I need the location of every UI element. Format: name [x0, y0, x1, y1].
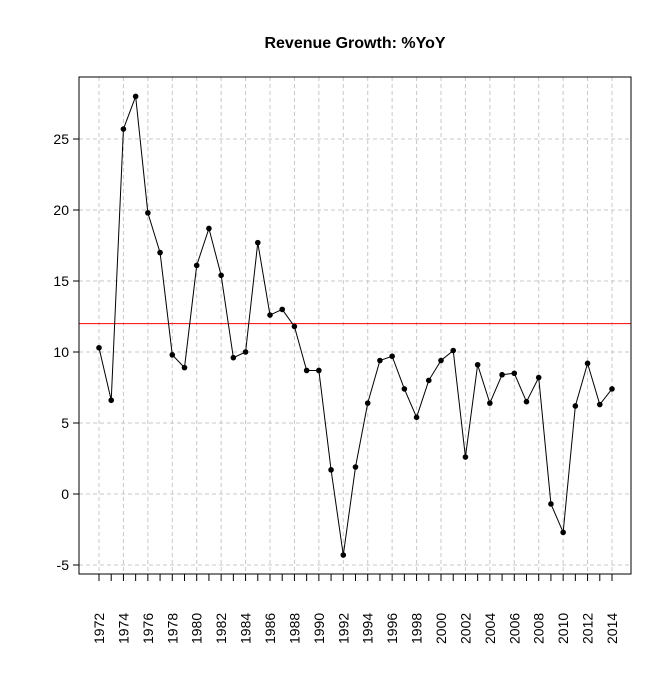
x-tick-label: 1972: [91, 613, 107, 644]
x-tick-label: 1996: [384, 613, 400, 644]
series-line: [98, 96, 613, 556]
data-point: [157, 249, 163, 256]
x-tick-label: 1980: [189, 613, 205, 644]
data-point: [462, 454, 469, 460]
y-tick-label: 10: [53, 344, 69, 360]
data-point: [389, 353, 395, 360]
data-point: [450, 347, 457, 354]
x-tick-label: 1984: [238, 613, 254, 644]
x-tick-label: 2010: [555, 613, 571, 644]
data-point: [193, 262, 200, 269]
data-point: [364, 400, 371, 406]
data-point: [291, 323, 298, 330]
data-point: [560, 529, 566, 536]
y-tick-label: 15: [53, 273, 69, 289]
x-tick-label: 2006: [506, 613, 522, 644]
data-point: [181, 364, 188, 371]
data-point: [96, 344, 102, 351]
x-tick-label: 1982: [213, 613, 229, 644]
y-tick-label: 0: [61, 486, 69, 502]
data-point: [132, 93, 139, 100]
x-tick-label: 1992: [335, 613, 351, 644]
x-tick-label: 2002: [457, 613, 473, 644]
data-point: [572, 403, 579, 409]
y-tick-label: 20: [53, 202, 69, 218]
x-tick-label: 1988: [286, 613, 302, 644]
x-tick-label: 2000: [433, 613, 449, 644]
data-point: [401, 386, 408, 392]
x-tick-label: 2004: [482, 613, 498, 644]
data-point: [242, 349, 249, 355]
data-point: [316, 367, 322, 374]
data-point: [145, 210, 151, 216]
data-point: [218, 272, 224, 279]
x-tick-label: 1998: [409, 613, 425, 644]
x-tick-label: 2008: [531, 613, 547, 644]
x-tick-label: 1976: [140, 613, 156, 644]
x-tick-label: 1986: [262, 613, 278, 644]
chart-title: Revenue Growth: %YoY: [264, 35, 445, 52]
x-tick-label: 1974: [115, 613, 131, 644]
data-point: [487, 400, 493, 406]
x-tick-label: 1990: [311, 613, 327, 644]
x-tick-label: 2014: [604, 613, 620, 644]
data-point: [609, 386, 615, 392]
data-point: [267, 312, 273, 318]
data-point: [596, 401, 603, 408]
data-point: [230, 354, 237, 361]
data-point: [413, 414, 420, 421]
data-point: [548, 501, 554, 507]
data-point: [438, 357, 444, 364]
data-point: [511, 370, 518, 377]
x-tick-label: 1994: [360, 613, 376, 644]
data-point: [340, 552, 347, 558]
plot-frame: [78, 76, 632, 575]
data-point: [425, 377, 432, 384]
data-point: [120, 126, 127, 132]
data-point: [108, 397, 115, 404]
data-point: [523, 398, 530, 405]
x-tick-label: 2012: [580, 613, 596, 644]
y-tick-label: 25: [53, 131, 69, 147]
data-point: [279, 306, 286, 313]
data-point: [328, 467, 334, 473]
data-point: [169, 352, 176, 358]
data-point: [352, 464, 359, 470]
y-tick-label: 5: [61, 415, 69, 431]
data-point: [584, 360, 591, 367]
x-tick-label: 1978: [164, 613, 180, 644]
data-point: [535, 374, 542, 381]
y-tick-label: -5: [57, 557, 70, 573]
data-point: [206, 225, 212, 232]
data-point: [377, 357, 383, 364]
data-point: [254, 239, 261, 246]
data-point: [303, 367, 310, 374]
data-point: [474, 361, 481, 368]
data-point: [499, 371, 505, 378]
